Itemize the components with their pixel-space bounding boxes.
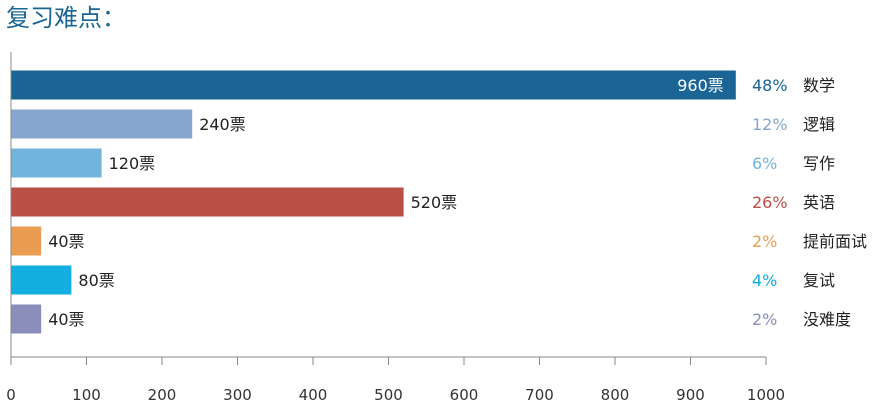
x-tick-label: 0 bbox=[6, 386, 16, 404]
category-label: 没难度 bbox=[803, 310, 851, 329]
x-tick-label: 200 bbox=[148, 386, 177, 404]
bar bbox=[11, 148, 102, 178]
x-tick-label: 400 bbox=[299, 386, 328, 404]
category-label: 逻辑 bbox=[803, 115, 835, 134]
x-tick-label: 1000 bbox=[747, 386, 785, 404]
bar-value-label: 960票 bbox=[677, 76, 724, 95]
x-tick-label: 900 bbox=[676, 386, 705, 404]
bar-value-label: 40票 bbox=[48, 232, 84, 251]
bar bbox=[11, 109, 193, 139]
x-tick-label: 800 bbox=[601, 386, 630, 404]
x-axis: 0 100 200 300 400 500 600 700 800 900 1000 bbox=[6, 52, 785, 404]
category-label: 数学 bbox=[803, 76, 835, 95]
bar-percent-label: 4% bbox=[752, 271, 777, 290]
bar-percent-label: 26% bbox=[752, 193, 788, 212]
category-label: 复试 bbox=[803, 271, 835, 290]
category-label: 写作 bbox=[803, 154, 835, 173]
category-label: 提前面试 bbox=[803, 232, 867, 251]
x-tick-label: 700 bbox=[525, 386, 554, 404]
x-tick-label: 500 bbox=[374, 386, 403, 404]
bar-percent-label: 48% bbox=[752, 76, 788, 95]
bar bbox=[11, 304, 42, 334]
bar bbox=[11, 70, 736, 100]
category-label: 英语 bbox=[803, 193, 835, 212]
chart-title: 复习难点： bbox=[6, 4, 126, 32]
x-tick-label: 600 bbox=[450, 386, 479, 404]
bar-value-label: 80票 bbox=[78, 271, 114, 290]
bar-value-label: 240票 bbox=[199, 115, 246, 134]
bar-value-label: 40票 bbox=[48, 310, 84, 329]
bar-value-label: 520票 bbox=[411, 193, 458, 212]
bar bbox=[11, 226, 42, 256]
x-tick-label: 100 bbox=[72, 386, 101, 404]
x-tick-label: 300 bbox=[223, 386, 252, 404]
bar bbox=[11, 187, 404, 217]
bars-layer: 960票 48% 数学 240票 12% 逻辑 120票 6% 写作 520票 26% 英语 40票 2%… bbox=[11, 70, 867, 334]
bar-value-label: 120票 bbox=[109, 154, 156, 173]
bar-percent-label: 2% bbox=[752, 310, 777, 329]
bar-percent-label: 2% bbox=[752, 232, 777, 251]
bar bbox=[11, 265, 72, 295]
bar-percent-label: 12% bbox=[752, 115, 788, 134]
bar-percent-label: 6% bbox=[752, 154, 777, 173]
